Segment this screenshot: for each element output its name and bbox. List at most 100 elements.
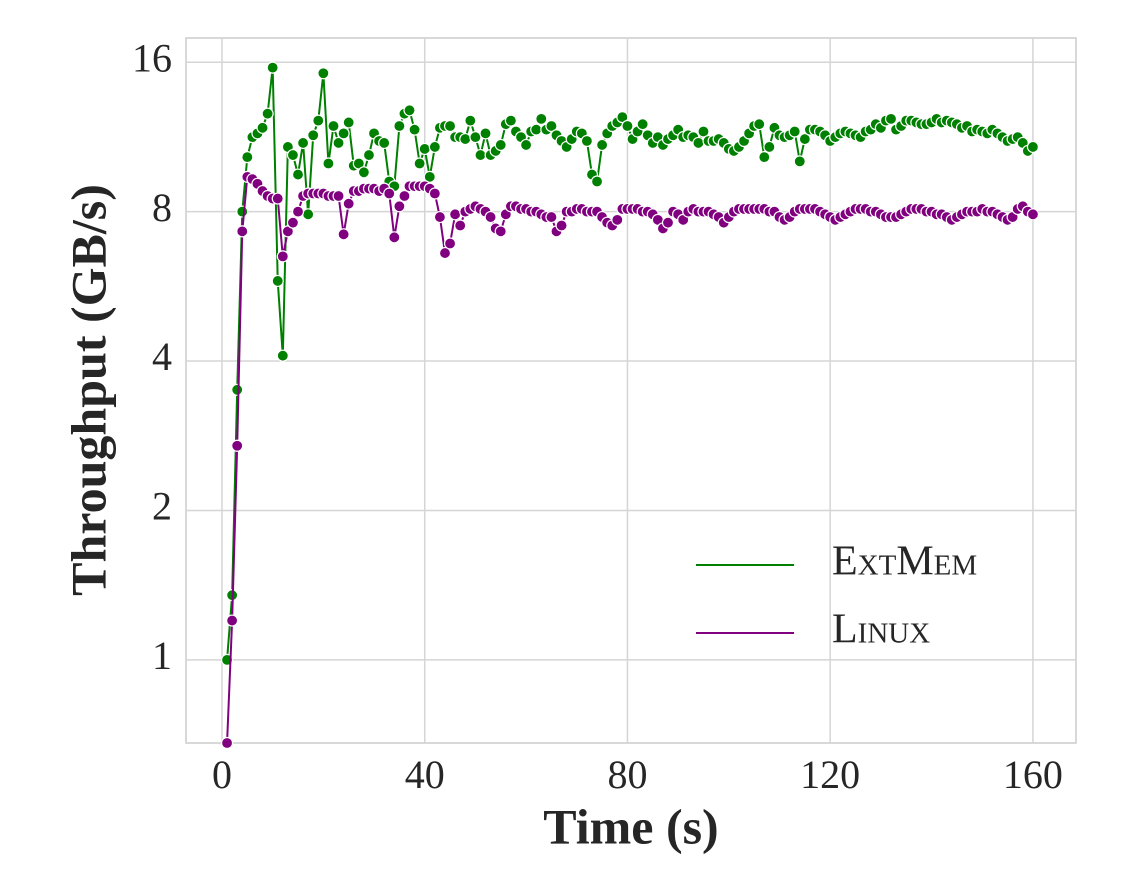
data-point xyxy=(545,210,558,224)
data-point xyxy=(793,155,806,168)
data-point xyxy=(276,250,289,263)
data-point xyxy=(312,114,325,127)
data-point xyxy=(256,121,269,134)
data-point xyxy=(459,132,472,146)
data-point xyxy=(697,125,710,138)
data-point xyxy=(231,439,244,452)
x-tick-label: 120 xyxy=(800,752,860,797)
data-point xyxy=(758,151,771,164)
data-point xyxy=(611,213,624,226)
data-point xyxy=(403,104,416,117)
data-point xyxy=(378,136,391,150)
data-point xyxy=(332,136,345,150)
data-point xyxy=(418,142,431,156)
data-point xyxy=(307,129,320,142)
data-point xyxy=(580,134,594,148)
data-point xyxy=(469,131,482,144)
data-point xyxy=(220,736,234,750)
data-point xyxy=(474,148,487,162)
data-point xyxy=(302,208,315,221)
data-point xyxy=(530,123,543,136)
data-point xyxy=(788,125,801,138)
data-point xyxy=(438,246,452,260)
data-point xyxy=(545,119,558,133)
data-point xyxy=(337,228,350,241)
data-point xyxy=(1026,208,1040,221)
data-point xyxy=(413,157,426,170)
data-point xyxy=(291,205,305,218)
data-point xyxy=(596,138,609,152)
plot-area xyxy=(185,37,1077,744)
data-point xyxy=(317,67,330,80)
data-point xyxy=(753,118,766,131)
y-tick-label: 4 xyxy=(152,334,172,379)
data-point xyxy=(621,119,634,133)
data-point xyxy=(555,219,568,232)
data-point xyxy=(433,210,447,224)
data-point xyxy=(479,127,492,140)
data-point xyxy=(484,210,497,224)
legend-label: Linux xyxy=(832,607,930,653)
data-point xyxy=(763,140,776,154)
data-point xyxy=(494,225,507,238)
data-point xyxy=(428,187,441,200)
data-point xyxy=(357,166,370,179)
data-point xyxy=(362,148,376,162)
data-point xyxy=(519,138,533,152)
data-point xyxy=(291,168,305,181)
x-tick-label: 40 xyxy=(405,752,445,797)
data-point xyxy=(692,136,705,150)
data-point xyxy=(383,187,396,200)
data-point xyxy=(236,225,249,238)
data-point xyxy=(286,148,300,162)
data-point xyxy=(342,116,355,129)
data-point xyxy=(276,349,289,362)
data-point xyxy=(332,189,345,203)
y-tick-label: 1 xyxy=(152,633,172,678)
legend-label: ExtMem xyxy=(832,539,977,585)
data-point xyxy=(443,119,457,133)
x-tick-label: 80 xyxy=(607,752,647,797)
data-point xyxy=(231,383,244,396)
data-point xyxy=(236,205,249,218)
data-point xyxy=(271,274,284,288)
data-point xyxy=(327,119,340,133)
data-point xyxy=(535,112,548,125)
data-point xyxy=(636,118,649,131)
data-point xyxy=(449,208,462,221)
data-point xyxy=(261,107,274,120)
data-point xyxy=(454,219,467,232)
data-point xyxy=(286,216,300,229)
data-point xyxy=(423,170,436,183)
data-point xyxy=(884,112,898,125)
data-point xyxy=(494,138,507,152)
data-point xyxy=(241,151,254,164)
data-point xyxy=(296,136,310,150)
data-point xyxy=(504,114,517,127)
data-point xyxy=(443,237,457,250)
data-point xyxy=(1026,140,1040,154)
data-point xyxy=(428,140,441,154)
data-point xyxy=(393,200,406,213)
data-point xyxy=(322,157,335,170)
y-tick-label: 2 xyxy=(152,484,172,529)
x-axis-label: Time (s) xyxy=(543,798,718,854)
data-point xyxy=(408,123,421,136)
data-point xyxy=(661,216,675,229)
data-point xyxy=(337,127,350,140)
data-point xyxy=(464,114,477,127)
y-tick-label: 16 xyxy=(132,35,172,80)
data-point xyxy=(388,231,401,244)
data-point xyxy=(271,192,284,205)
data-point xyxy=(798,132,811,146)
y-tick-label: 8 xyxy=(152,185,172,230)
data-point xyxy=(266,61,279,74)
data-point xyxy=(590,175,604,188)
data-point xyxy=(226,614,239,627)
y-axis-label: Throughput (GB/s) xyxy=(60,184,116,596)
x-tick-label: 160 xyxy=(1003,752,1063,797)
data-point xyxy=(393,119,406,133)
data-point xyxy=(342,197,355,210)
